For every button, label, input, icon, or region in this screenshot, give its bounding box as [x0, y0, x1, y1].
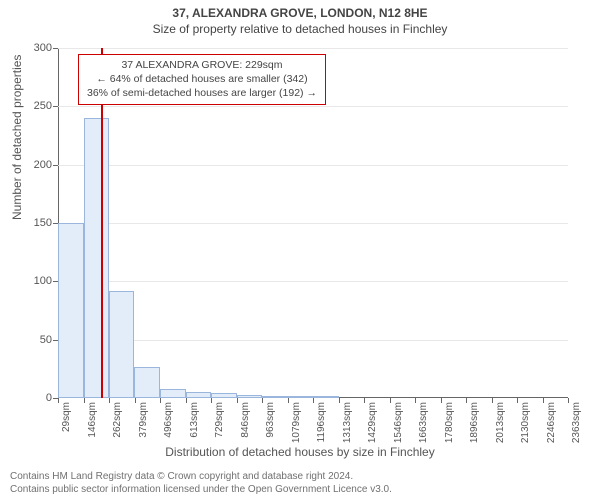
xtick-label: 2130sqm: [520, 398, 531, 443]
xtick-label: 1313sqm: [342, 398, 353, 443]
xtick-label: 1663sqm: [418, 398, 429, 443]
ytick-label: 200: [34, 159, 58, 171]
ytick-label: 250: [34, 100, 58, 112]
xtick-label: 613sqm: [189, 398, 200, 438]
xtick-label: 1196sqm: [316, 398, 327, 442]
xtick-label: 2363sqm: [571, 398, 582, 443]
xtick-mark: [237, 398, 238, 403]
xtick-mark: [441, 398, 442, 403]
xtick-label: 379sqm: [138, 398, 149, 438]
ytick-label: 150: [34, 217, 58, 229]
xtick-label: 146sqm: [87, 398, 98, 438]
xtick-mark: [135, 398, 136, 403]
xtick-mark: [568, 398, 569, 403]
xtick-label: 1896sqm: [469, 398, 480, 443]
xtick-label: 2013sqm: [495, 398, 506, 443]
xtick-label: 1780sqm: [444, 398, 455, 443]
xtick-mark: [543, 398, 544, 403]
xtick-label: 1429sqm: [367, 398, 378, 443]
xtick-mark: [492, 398, 493, 403]
gridline: [58, 340, 568, 341]
ytick-label: 50: [40, 334, 58, 346]
footer-line1: Contains HM Land Registry data © Crown c…: [10, 471, 392, 484]
gridline: [58, 223, 568, 224]
xtick-mark: [109, 398, 110, 403]
y-axis-label: Number of detached properties: [10, 55, 24, 220]
chart-subtitle: Size of property relative to detached ho…: [0, 20, 600, 36]
xtick-mark: [84, 398, 85, 403]
xtick-mark: [288, 398, 289, 403]
xtick-label: 963sqm: [265, 398, 276, 438]
xtick-mark: [517, 398, 518, 403]
xtick-label: 496sqm: [163, 398, 174, 438]
histogram-bar: [160, 389, 186, 398]
histogram-bar: [109, 291, 135, 398]
xtick-mark: [364, 398, 365, 403]
xtick-label: 2246sqm: [546, 398, 557, 443]
footer-line2: Contains public sector information licen…: [10, 484, 392, 497]
xtick-mark: [390, 398, 391, 403]
x-axis-label: Distribution of detached houses by size …: [0, 445, 600, 459]
xtick-mark: [313, 398, 314, 403]
annotation-line1: 37 ALEXANDRA GROVE: 229sqm: [87, 58, 317, 72]
xtick-label: 262sqm: [112, 398, 123, 438]
chart-title: 37, ALEXANDRA GROVE, LONDON, N12 8HE: [0, 0, 600, 20]
chart-container: 37, ALEXANDRA GROVE, LONDON, N12 8HE Siz…: [0, 0, 600, 500]
xtick-label: 846sqm: [240, 398, 251, 438]
gridline: [58, 48, 568, 49]
xtick-label: 1079sqm: [291, 398, 302, 443]
xtick-mark: [58, 398, 59, 403]
ytick-label: 100: [34, 275, 58, 287]
annotation-line3: 36% of semi-detached houses are larger (…: [87, 86, 317, 100]
xtick-mark: [186, 398, 187, 403]
xtick-mark: [211, 398, 212, 403]
ytick-label: 0: [46, 392, 58, 404]
annotation-box: 37 ALEXANDRA GROVE: 229sqm ← 64% of deta…: [78, 54, 326, 105]
gridline: [58, 106, 568, 107]
histogram-bar: [84, 118, 109, 398]
xtick-label: 1546sqm: [393, 398, 404, 443]
xtick-mark: [466, 398, 467, 403]
histogram-bar: [134, 367, 160, 399]
xtick-label: 29sqm: [61, 398, 72, 432]
xtick-label: 729sqm: [214, 398, 225, 438]
ytick-label: 300: [34, 42, 58, 54]
xtick-mark: [415, 398, 416, 403]
histogram-bar: [58, 223, 84, 398]
gridline: [58, 165, 568, 166]
annotation-line2: ← 64% of detached houses are smaller (34…: [87, 72, 317, 86]
xtick-mark: [339, 398, 340, 403]
xtick-mark: [160, 398, 161, 403]
gridline: [58, 281, 568, 282]
xtick-mark: [262, 398, 263, 403]
footer: Contains HM Land Registry data © Crown c…: [10, 471, 392, 496]
